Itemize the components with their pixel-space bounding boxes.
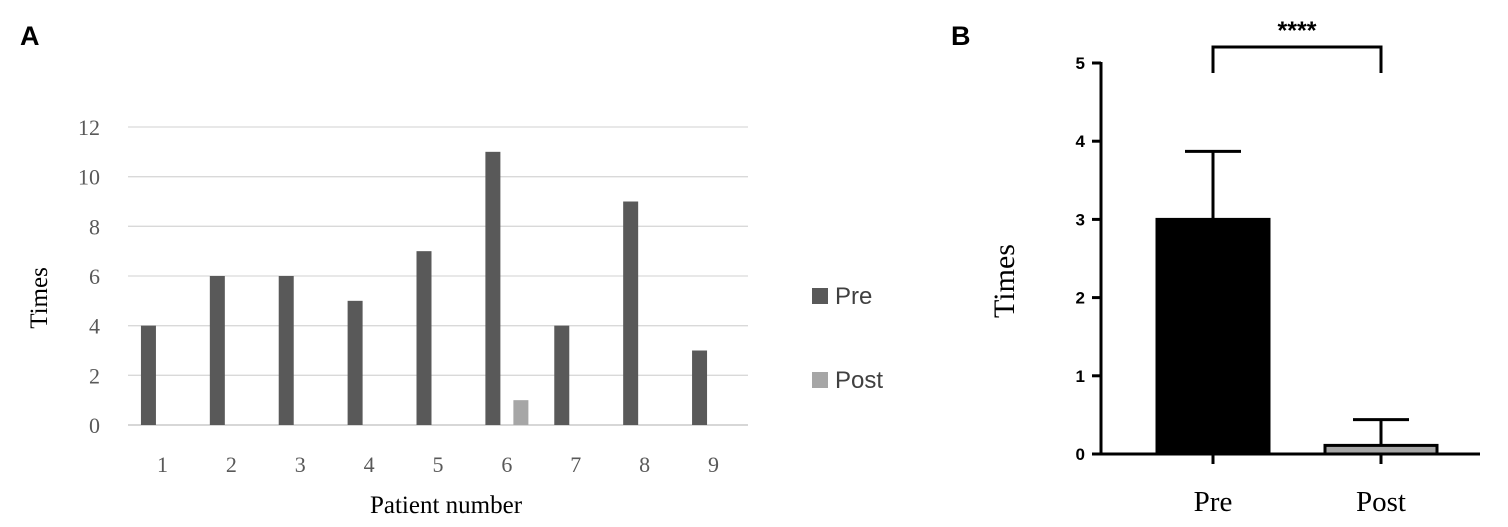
chart-b-significance-bracket: [1211, 45, 1383, 73]
chart-b-y-ticks: 0 1 2 3 4 5: [1076, 54, 1101, 464]
chart-a-y-ticks: 0 2 4 6 8 10 12: [78, 115, 100, 438]
chart-a-x-tick-label: 5: [433, 452, 444, 477]
chart-b-y-tick-label: 2: [1076, 289, 1085, 308]
chart-a-legend-label: Post: [835, 367, 883, 394]
chart-b-y-tick-label: 3: [1076, 210, 1085, 229]
chart-b-x-tick-label: Post: [1356, 486, 1406, 518]
panel-b-letter: B: [951, 21, 971, 51]
chart-a-bar-pre: [554, 325, 570, 425]
chart-b-bars: [1155, 149, 1439, 456]
chart-a-y-tick-label: 2: [89, 363, 100, 388]
chart-b-y-tick-label: 0: [1076, 445, 1085, 464]
chart-a-gridlines: [128, 126, 748, 426]
chart-a-x-tick-label: 6: [501, 452, 512, 477]
chart-a-x-tick-label: 9: [708, 452, 719, 477]
chart-a-bar-pre: [209, 276, 225, 425]
chart-a-x-axis-label: Patient number: [370, 492, 523, 519]
chart-a-bar-post: [513, 400, 529, 425]
chart-a-bar-pre: [485, 151, 501, 426]
chart-a-legend-label: Pre: [835, 283, 872, 310]
chart-a-legend-swatch: [812, 288, 828, 304]
chart-b-x-tick-label: Pre: [1194, 486, 1233, 518]
chart-a-x-tick-label: 7: [570, 452, 581, 477]
chart-b-bar-post: [1323, 443, 1439, 456]
chart-a-x-tick-label: 3: [295, 452, 306, 477]
chart-a-bars: [140, 151, 708, 426]
chart-a-y-axis-label: Times: [26, 267, 53, 329]
chart-b-x-ticks: Pre Post: [1194, 454, 1406, 518]
chart-a-bar-pre: [278, 276, 294, 425]
chart-a-x-tick-label: 8: [639, 452, 650, 477]
chart-a-legend-swatch: [812, 372, 828, 388]
chart-a-y-tick-label: 10: [78, 165, 100, 190]
chart-a-y-tick-label: 4: [89, 314, 100, 339]
chart-a-bar-pre: [692, 350, 708, 425]
chart-b-y-tick-label: 5: [1076, 54, 1085, 73]
chart-a-bar-pre: [140, 325, 156, 425]
chart-b-y-tick-label: 4: [1076, 132, 1086, 151]
chart-a-y-tick-label: 6: [89, 264, 100, 289]
chart-a-x-ticks: 1 2 3 4 5 6 7 8 9: [157, 452, 719, 477]
chart-a-y-tick-label: 12: [78, 115, 100, 140]
chart-a-x-tick-label: 4: [364, 452, 375, 477]
chart-a-bar-pre: [623, 201, 639, 425]
chart-a-legend: Pre Post: [812, 283, 883, 394]
chart-a-bar-pre: [347, 300, 363, 425]
chart-b-y-tick-label: 1: [1076, 367, 1085, 386]
chart-a-x-tick-label: 1: [157, 452, 168, 477]
chart-a-y-tick-label: 8: [89, 214, 100, 239]
chart-b-significance-label: ****: [1278, 17, 1317, 45]
chart-b-y-axis-label: Times: [988, 244, 1021, 318]
panel-a-letter: A: [20, 21, 40, 51]
chart-b-significance: ****: [1211, 17, 1383, 73]
chart-a-y-tick-label: 0: [89, 413, 100, 438]
chart-a-bar-pre: [416, 251, 432, 425]
chart-b-bar-pre: [1155, 217, 1271, 456]
chart-a-x-tick-label: 2: [226, 452, 237, 477]
chart-b: 0 1 2 3 4 5 Pre Post **** Times: [988, 17, 1480, 518]
